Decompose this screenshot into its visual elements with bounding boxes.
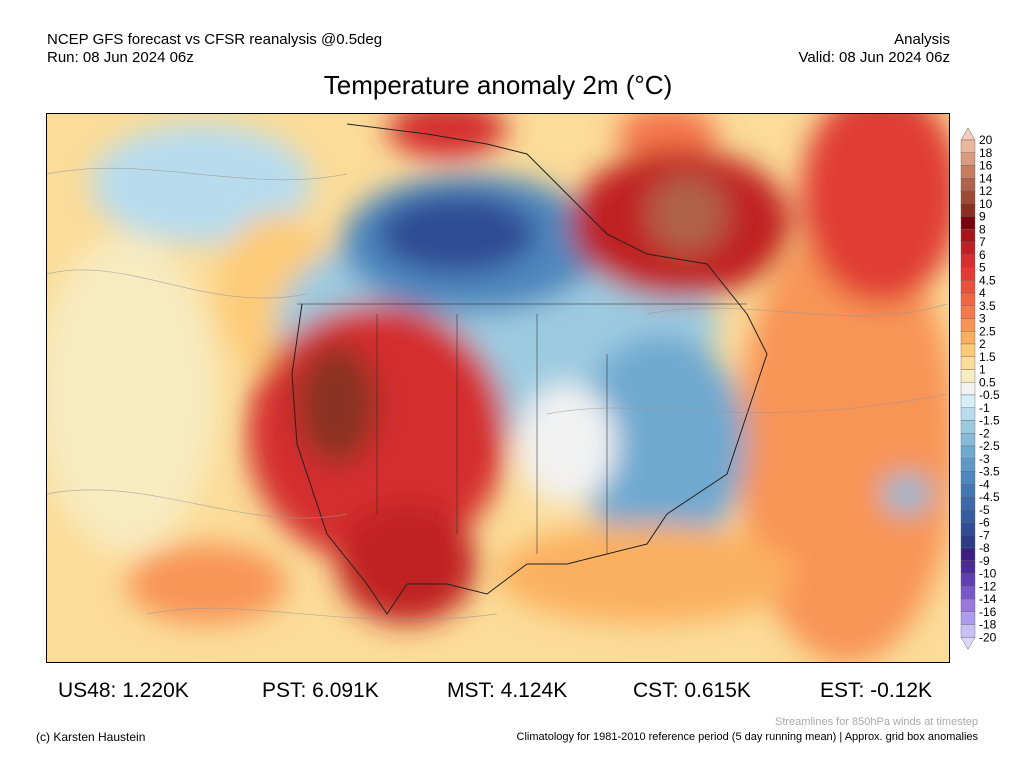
page-title: Temperature anomaly 2m (°C) — [323, 70, 673, 100]
climatology-note: Climatology for 1981-2010 reference peri… — [516, 731, 978, 743]
colorbar-bin — [960, 139, 976, 153]
colorbar-tick-label: 18 — [979, 146, 993, 160]
stat-est: EST: -0.12K — [820, 679, 933, 702]
colorbar-bin — [960, 241, 976, 255]
colorbar-tick-label: 16 — [979, 159, 993, 173]
colorbar-bin — [960, 611, 976, 625]
colorbar-bin — [960, 624, 976, 638]
colorbar-tick-label: -20 — [979, 630, 997, 644]
colorbar-bin — [960, 573, 976, 587]
colorbar-bin — [960, 509, 976, 523]
valid-time: Valid: 08 Jun 2024 06z — [798, 49, 950, 66]
colorbar-tick-label: -2.5 — [979, 439, 1000, 453]
colorbar-tick-label: 12 — [979, 184, 993, 198]
colorbar-bin — [960, 229, 976, 243]
colorbar-bin — [960, 254, 976, 268]
colorbar-tick-label: -16 — [979, 605, 997, 619]
colorbar-bin — [960, 535, 976, 549]
colorbar-legend: 201816141210987654.543.532.521.510.5-0.5… — [960, 127, 1000, 650]
colorbar-bin — [960, 484, 976, 498]
colorbar-tick-label: 3 — [979, 312, 986, 326]
colorbar-bin — [960, 382, 976, 396]
colorbar-tick-label: -3 — [979, 452, 990, 466]
stat-cst: CST: 0.615K — [633, 679, 751, 702]
colorbar-bin — [960, 433, 976, 447]
colorbar-tick-label: -9 — [979, 554, 990, 568]
colorbar-tick-label: 6 — [979, 248, 986, 262]
colorbar-tick-label: 2 — [979, 337, 986, 351]
copyright: (c) Karsten Haustein — [36, 730, 146, 744]
colorbar-tick-label: -5 — [979, 503, 990, 517]
colorbar-over-arrow — [960, 127, 976, 141]
colorbar-tick-label: -14 — [979, 592, 997, 606]
colorbar-tick-label: 5 — [979, 261, 986, 275]
stat-mst: MST: 4.124K — [447, 679, 568, 702]
model-source: NCEP GFS forecast vs CFSR reanalysis @0.… — [47, 31, 383, 48]
colorbar-bin — [960, 356, 976, 370]
colorbar-tick-label: -0.5 — [979, 388, 1000, 402]
colorbar-tick-label: 8 — [979, 222, 986, 236]
colorbar-bin — [960, 343, 976, 357]
colorbar-bin — [960, 407, 976, 421]
colorbar-tick-label: -12 — [979, 579, 997, 593]
colorbar-bin — [960, 280, 976, 294]
colorbar-bin — [960, 203, 976, 217]
stat-pst: PST: 6.091K — [262, 679, 379, 702]
colorbar-tick-label: -8 — [979, 541, 990, 555]
run-time: Run: 08 Jun 2024 06z — [47, 49, 194, 66]
colorbar-tick-label: 9 — [979, 210, 986, 224]
colorbar-bin — [960, 496, 976, 510]
colorbar-bin — [960, 305, 976, 319]
colorbar-tick-label: -18 — [979, 618, 997, 632]
streamlines-note: Streamlines for 850hPa winds at timestep — [775, 716, 978, 728]
colorbar-tick-label: 2.5 — [979, 324, 996, 338]
colorbar-tick-label: 4.5 — [979, 273, 996, 287]
colorbar-bin — [960, 522, 976, 536]
colorbar-tick-label: 1.5 — [979, 350, 996, 364]
colorbar-tick-label: 3.5 — [979, 299, 996, 313]
colorbar-tick-label: -1.5 — [979, 414, 1000, 428]
colorbar-tick-label: 0.5 — [979, 375, 996, 389]
colorbar-tick-label: -2 — [979, 426, 990, 440]
colorbar-tick-label: 10 — [979, 197, 993, 211]
colorbar-tick-label: -3.5 — [979, 465, 1000, 479]
colorbar-tick-label: -1 — [979, 401, 990, 415]
colorbar-tick-label: 4 — [979, 286, 986, 300]
colorbar-tick-label: -10 — [979, 567, 997, 581]
colorbar-bin — [960, 598, 976, 612]
colorbar-bin — [960, 190, 976, 204]
colorbar-bin — [960, 445, 976, 459]
colorbar-bin — [960, 560, 976, 574]
colorbar-bin — [960, 318, 976, 332]
colorbar-bin — [960, 369, 976, 383]
colorbar-tick-label: -6 — [979, 516, 990, 530]
colorbar-bin — [960, 458, 976, 472]
colorbar-bin — [960, 165, 976, 179]
colorbar-bin — [960, 178, 976, 192]
colorbar-tick-label: 14 — [979, 171, 993, 185]
colorbar-tick-label: 20 — [979, 133, 993, 147]
analysis-label: Analysis — [894, 31, 950, 48]
temperature-anomaly-map — [46, 113, 950, 663]
colorbar-bin — [960, 547, 976, 561]
colorbar-bin — [960, 152, 976, 166]
colorbar-bin — [960, 292, 976, 306]
colorbar-bin — [960, 394, 976, 408]
colorbar-tick-label: 7 — [979, 235, 986, 249]
colorbar-bin — [960, 471, 976, 485]
colorbar-tick-label: -7 — [979, 528, 990, 542]
colorbar-tick-label: -4.5 — [979, 490, 1000, 504]
colorbar-bin — [960, 331, 976, 345]
stat-us48: US48: 1.220K — [58, 679, 189, 702]
colorbar-bin — [960, 216, 976, 230]
colorbar-bin — [960, 420, 976, 434]
colorbar-tick-label: -4 — [979, 477, 990, 491]
colorbar-bin — [960, 267, 976, 281]
colorbar-tick-label: 1 — [979, 363, 986, 377]
colorbar-bin — [960, 586, 976, 600]
colorbar-under-arrow — [960, 637, 976, 650]
